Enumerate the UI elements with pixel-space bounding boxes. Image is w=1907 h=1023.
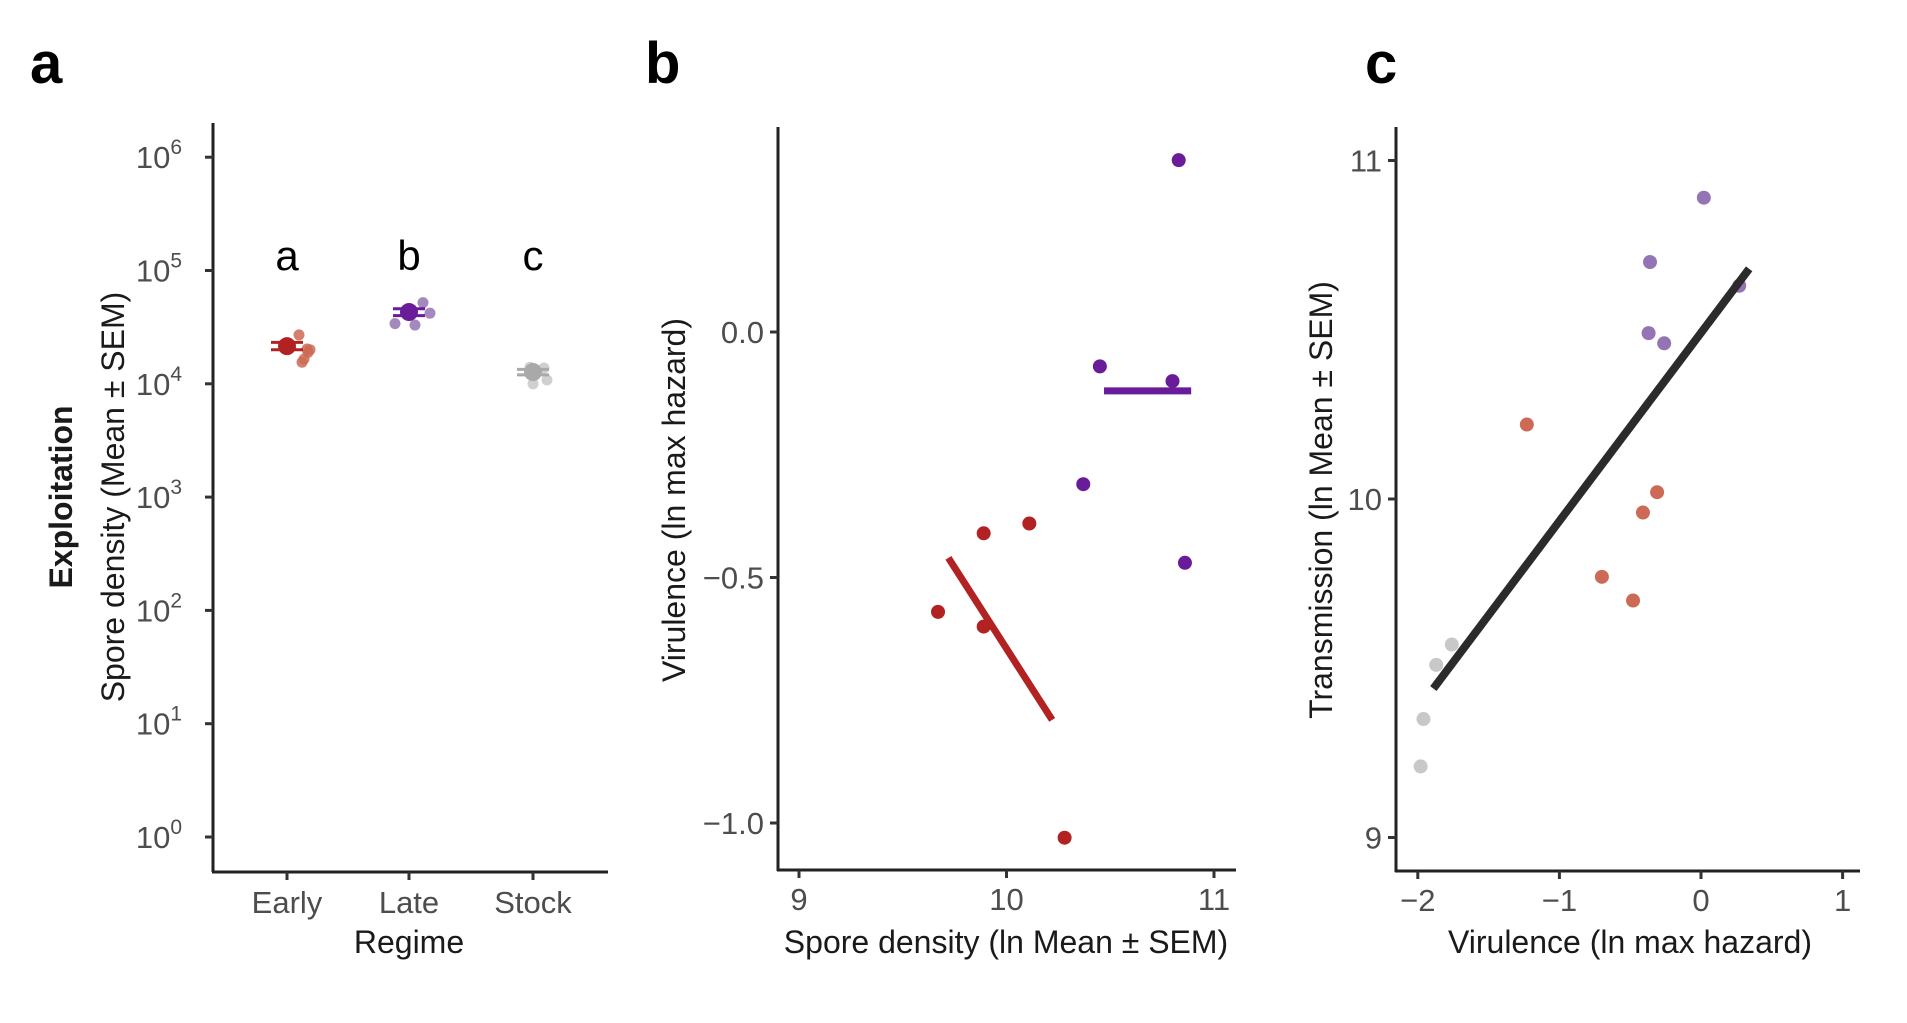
panel-c-x-tick-label: −2 [1400, 883, 1435, 918]
panel-b-x-tick-label: 9 [790, 882, 807, 917]
panel-b-point-late [1092, 359, 1107, 374]
panel-c-x-title: Virulence (ln max hazard) [1448, 924, 1812, 960]
panel-c-point-stock [1444, 637, 1459, 652]
panel-label-a: a [30, 31, 63, 96]
panel-a-row-label: Exploitation [43, 405, 79, 588]
panel-b-x-tick-label: 10 [989, 882, 1023, 917]
panel-c-point-stock [1429, 657, 1444, 672]
panel-label-b: b [645, 31, 680, 96]
panel-c-point-late [1696, 190, 1711, 205]
panel-b-y-tick-label: −1.0 [703, 806, 764, 841]
panel-c-x-tick-label: −1 [1542, 883, 1577, 918]
panel-b-point-late [1171, 153, 1186, 168]
panel-b-point-late [1076, 477, 1091, 492]
panel-b-y-tick-label: −0.5 [703, 561, 764, 596]
panel-c-point-early [1650, 485, 1665, 500]
panel-b: −1.0 −0.5 0.0 9 10 11 Spore density (ln Mean… [656, 127, 1236, 960]
panel-b-y-title: Virulence (ln max hazard) [656, 318, 692, 682]
panel-a-point-late [424, 307, 436, 319]
significance-letter: a [275, 232, 299, 279]
panel-c-point-late [1643, 255, 1658, 270]
panel-a-mean-stock [524, 363, 542, 382]
panel-b-y-tick-label: 0.0 [721, 315, 764, 350]
panel-a-y-tick-label: 102 [136, 589, 182, 628]
panel-a-point-early [296, 356, 308, 368]
panel-a-point-stock [527, 378, 539, 390]
panel-b-point-late [1177, 555, 1192, 570]
panel-c-point-early [1594, 569, 1609, 584]
panel-c-point-stock [1413, 759, 1428, 774]
panel-a-point-late [417, 297, 429, 309]
panel-a-mean-late [400, 303, 418, 322]
panel-a-y-tick-label: 103 [136, 476, 182, 515]
panel-c-point-early [1626, 593, 1641, 608]
significance-letter: c [523, 232, 544, 279]
panel-a-point-late [389, 318, 401, 330]
panel-c-point-early [1519, 417, 1534, 432]
panel-label-c: c [1365, 31, 1397, 96]
panel-c-point-late [1641, 326, 1656, 341]
panel-a-x-title: Regime [354, 924, 464, 960]
panel-c-x-tick-label: 1 [1834, 883, 1851, 918]
panel-c-y-tick-label: 10 [1348, 482, 1382, 517]
panel-a-mean-early [278, 337, 296, 356]
panel-a-y-tick-label: 104 [136, 363, 182, 402]
panel-b-point-early [976, 526, 991, 541]
panel-c-point-stock [1416, 712, 1431, 727]
panel-a-y-tick-label: 100 [136, 816, 182, 855]
panel-c-y-tick-label: 11 [1350, 144, 1382, 179]
panel-a-y-tick-label: 101 [136, 703, 182, 742]
panel-c: 9 10 11 −2 −1 0 1 Virulence (ln max hazard) T… [1303, 127, 1860, 960]
panel-a-point-early [293, 329, 305, 341]
panel-a-x-tick-label: Early [252, 885, 323, 920]
panel-b-fit-line-early [945, 555, 1056, 722]
panel-b-point-early [931, 604, 946, 619]
significance-letter: b [397, 232, 420, 279]
panel-c-point-early [1635, 505, 1650, 520]
panel-a-x-tick-label: Late [379, 885, 439, 920]
panel-c-y-title: Transmission (ln Mean ± SEM) [1303, 281, 1339, 719]
panel-a: 100 101 102 103 104 105 106 Early Late Stock a b c… [43, 123, 608, 960]
panel-b-x-tick-label: 11 [1198, 882, 1230, 917]
panel-b-point-early [976, 619, 991, 634]
panel-b-x-title: Spore density (ln Mean ± SEM) [784, 924, 1228, 960]
panel-c-point-late [1657, 336, 1672, 351]
panel-b-point-late [1165, 374, 1180, 389]
panel-a-y-title: Spore density (Mean ± SEM) [95, 292, 131, 703]
panel-c-x-tick-label: 0 [1692, 883, 1709, 918]
panel-b-point-early [1057, 830, 1072, 845]
panel-c-y-tick-label: 9 [1365, 821, 1382, 856]
panel-a-point-late [409, 319, 421, 331]
panel-b-point-early [1022, 516, 1037, 531]
panel-c-fit-line [1430, 266, 1753, 691]
panel-a-y-tick-label: 106 [136, 136, 182, 175]
panel-a-x-tick-label: Stock [494, 885, 572, 920]
panel-a-point-stock [541, 374, 553, 386]
panel-a-y-tick-label: 105 [136, 250, 182, 289]
